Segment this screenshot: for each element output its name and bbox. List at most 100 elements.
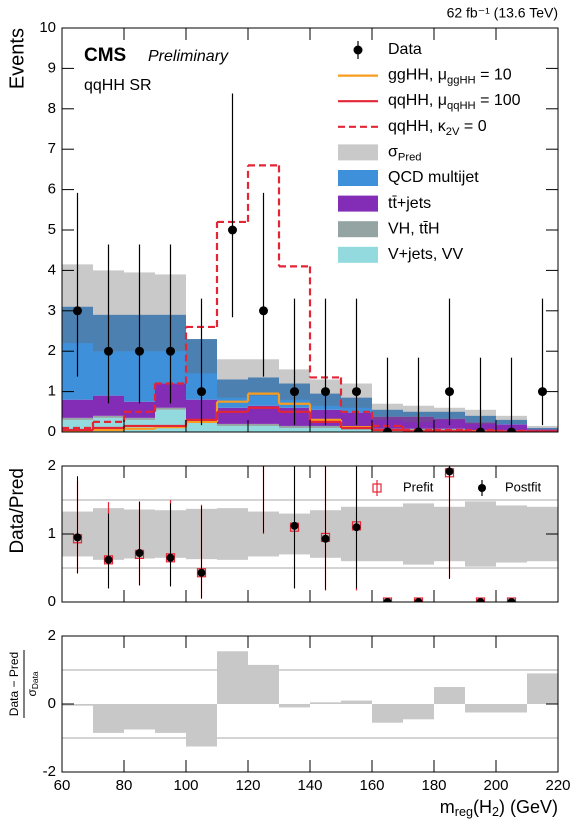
y-tick-label: 9 [48,59,56,76]
postfit-marker [290,521,299,530]
postfit-marker [507,598,516,602]
legend-label: σPred [388,144,422,164]
pull-bar [217,651,248,704]
extra-label: Preliminary [148,48,229,65]
text-part: = 10 [476,67,512,84]
text-part: ) (GeV) [499,797,558,817]
plot-area [62,336,558,602]
text-part: (H [473,797,492,817]
legend-swatch [338,144,378,161]
data-point [259,306,268,316]
y-tick-label: 2 [48,627,56,644]
legend-label: V+jets, VV [388,246,463,263]
postfit-marker [166,553,175,562]
y-tick-label: 5 [48,221,56,238]
y-tick-label: 6 [48,181,56,198]
legend-label: tt̄+jets [388,195,431,212]
pull-bar [248,664,279,704]
data-point [228,225,237,235]
x-axis-label: mreg(H2) (GeV) [440,797,558,820]
stack-segment [248,405,279,424]
stack-segment [310,427,341,432]
frame [61,27,559,433]
stack-segment [527,427,558,430]
legend-swatch [338,195,378,212]
pull-bar [62,704,93,706]
x-tick-label: 200 [483,777,508,794]
data-point [414,427,423,432]
stack-segment [310,425,341,428]
pull-bar [496,704,527,713]
text-part: qqHH, μ [388,92,447,109]
legend-label: VH, tt̄H [388,220,440,237]
pull-bar [372,704,403,723]
postfit-marker [229,336,237,344]
stack-segment [248,425,279,432]
stack-segment [124,417,155,420]
text-sub: 2V [446,126,460,138]
legend-label: qqHH, μqqHH = 100 [388,92,521,112]
legend-swatch [338,221,378,238]
prefit-marker [260,448,268,456]
legend-label: ggHH, μggHH = 10 [388,67,512,87]
uncertainty-band [217,508,248,560]
y-axis-label-denominator: σData [25,671,40,696]
text-part: qqHH, κ [388,118,447,135]
stack-segment [248,377,279,406]
data-point [445,387,454,397]
legend-label: QCD multijet [388,169,479,186]
stack-segment [341,428,372,430]
stack-segment [217,379,248,408]
stack-segment [217,407,248,424]
legend-label: Prefit [403,479,434,494]
x-tick-label: 60 [54,777,71,794]
y-tick-label: 0 [48,593,56,610]
pull-bar [186,704,217,747]
text-part: m [440,797,455,817]
stack-segment [248,423,279,426]
y-axis-label-numerator: Data − Pred [7,652,21,716]
pull-bar [341,700,372,704]
stack-segment [93,415,124,418]
postfit-marker [135,549,144,558]
postfit-marker [321,534,330,543]
plot-area [62,93,558,432]
uncertainty-band [527,425,558,430]
data-point [352,387,361,397]
data-point [73,306,82,316]
postfit-marker [197,568,206,577]
y-tick-label: 3 [48,302,56,319]
x-tick-label: 220 [545,777,570,794]
y-tick-label: 0 [48,423,56,440]
stack-segment [279,427,310,432]
legend-label: qqHH, κ2V = 0 [388,118,487,138]
y-axis-label: Data/Pred [7,468,28,554]
stack-segment [279,425,310,428]
x-tick-label: 80 [116,777,133,794]
legend-label: Postfit [505,479,542,494]
y-tick-label: 4 [48,261,56,278]
text-sub: 2 [492,805,499,819]
y-tick-label: 2 [48,457,56,474]
postfit-marker [445,467,454,476]
uncertainty-band [496,505,527,563]
postfit-marker [104,555,113,564]
y-tick-label: 8 [48,100,56,117]
text-part: = 0 [459,118,486,135]
text-sub: Data [30,671,40,689]
x-tick-label: 100 [173,777,198,794]
y-tick-label: 10 [39,19,56,36]
pull-bar [403,704,434,720]
y-tick-label: 1 [48,525,56,542]
data-point [507,427,516,432]
data-point [166,346,175,356]
stack-segment [155,407,186,410]
y-tick-label: -2 [43,763,56,780]
stack-segment [62,417,93,420]
stack-segment [155,409,186,432]
data-point [383,427,392,432]
data-point [135,346,144,356]
frame [61,635,559,773]
prefit-marker [229,340,237,348]
stack-segment [62,399,93,418]
